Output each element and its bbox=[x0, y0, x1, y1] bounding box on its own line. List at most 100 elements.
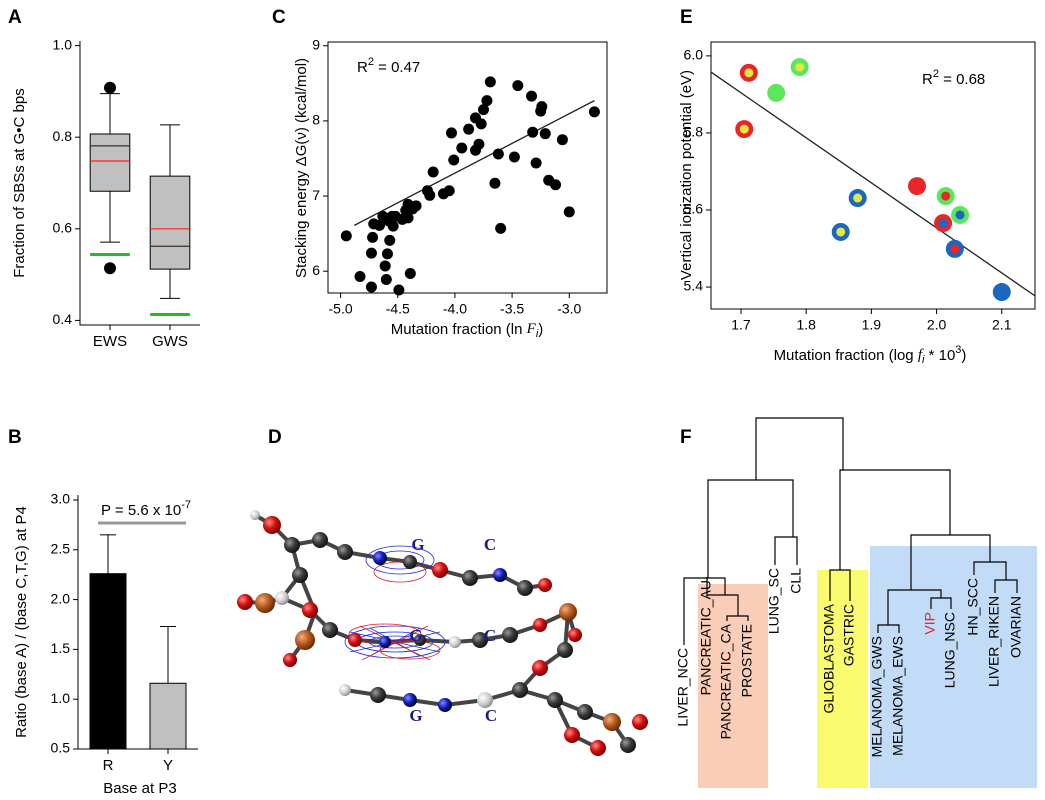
annotation-text: = 0.68 bbox=[939, 71, 985, 88]
point bbox=[526, 90, 538, 102]
point bbox=[365, 247, 377, 259]
x-tick-label: 2.1 bbox=[992, 317, 1012, 333]
point bbox=[563, 206, 575, 218]
x-label-var: F bbox=[526, 321, 537, 337]
annotation: R2 = 0.68 bbox=[922, 68, 985, 88]
point bbox=[354, 270, 366, 282]
leaf-label: PANCREATIC_AU bbox=[698, 580, 714, 695]
point bbox=[473, 138, 485, 150]
fit-line bbox=[710, 71, 1036, 297]
point-center bbox=[836, 227, 846, 237]
annotation-text: R bbox=[922, 71, 933, 88]
point-center bbox=[950, 244, 960, 254]
point-center bbox=[955, 210, 965, 220]
point-center bbox=[941, 191, 951, 201]
y-tick-label: 0.5 bbox=[51, 740, 71, 756]
y-tick-label: 1.5 bbox=[51, 640, 71, 656]
y-axis-label: Ratio (base A) / (base C,T,G) at P4 bbox=[13, 506, 30, 738]
annotation-sup: -7 bbox=[181, 499, 191, 511]
point bbox=[443, 185, 455, 197]
x-tick-label: -3.5 bbox=[500, 301, 524, 317]
x-tick-label: EWS bbox=[93, 333, 127, 350]
y-tick-label: 6 bbox=[312, 262, 320, 278]
axis-line bbox=[79, 41, 200, 326]
point bbox=[404, 267, 416, 279]
point bbox=[456, 142, 468, 154]
base-label: G bbox=[411, 535, 424, 554]
y-tick-label: 2.5 bbox=[51, 540, 71, 556]
panel-letter: F bbox=[680, 427, 692, 448]
dendrogram-branches bbox=[683, 417, 1018, 645]
leaf-label: LUNG_NSC bbox=[942, 612, 958, 688]
x-tick-label: R bbox=[103, 757, 114, 774]
leaf-label: OVARIAN bbox=[1008, 596, 1024, 658]
panel-letter: A bbox=[8, 7, 22, 28]
base-label: C bbox=[484, 535, 496, 554]
leaf-label: GLIOBLASTOMA bbox=[821, 603, 837, 713]
point bbox=[380, 273, 392, 285]
x-tick-label: -3.0 bbox=[557, 301, 581, 317]
x-label-text: ) bbox=[538, 321, 543, 338]
base-label: G bbox=[409, 626, 422, 645]
base-label: C bbox=[484, 626, 496, 645]
x-label-sup: 3 bbox=[955, 344, 961, 356]
y-tick-label: 0.4 bbox=[53, 311, 73, 327]
point bbox=[387, 220, 399, 232]
x-label-text: Mutation fraction (ln bbox=[391, 321, 527, 338]
point bbox=[340, 230, 352, 242]
point bbox=[556, 134, 568, 146]
point bbox=[448, 154, 460, 166]
base-label: C bbox=[485, 706, 497, 725]
y-axis-label: Stacking energy ΔG(ν) (kcal/mol) bbox=[293, 58, 310, 278]
leaf-label: PROSTATE bbox=[739, 624, 755, 697]
leaf-label: MELANOMA_GWS bbox=[869, 636, 885, 757]
x-tick-label: Y bbox=[163, 757, 173, 774]
leaf-label: VIP bbox=[922, 612, 938, 635]
point bbox=[365, 281, 377, 293]
point bbox=[550, 179, 562, 191]
panel-letter: C bbox=[272, 7, 286, 28]
y-tick-label: 3.0 bbox=[51, 491, 71, 507]
point bbox=[367, 231, 379, 243]
point bbox=[478, 104, 490, 116]
outlier bbox=[104, 81, 116, 94]
point bbox=[402, 212, 414, 224]
y-tick-label: 9 bbox=[312, 36, 320, 52]
plot-frame bbox=[327, 41, 608, 294]
point bbox=[393, 284, 405, 296]
point-center bbox=[853, 193, 863, 203]
x-label-var: f bbox=[918, 347, 924, 363]
cluster-box bbox=[817, 570, 868, 788]
annotation-sup: 2 bbox=[933, 68, 939, 80]
point-center bbox=[739, 124, 749, 134]
panel-letter: D bbox=[268, 427, 282, 448]
point bbox=[767, 83, 786, 102]
annotation-text: R bbox=[357, 59, 368, 76]
x-tick-label: -5.0 bbox=[329, 301, 353, 317]
bar bbox=[149, 682, 187, 750]
y-axis-label: Fraction of SBSs at G•C bps bbox=[11, 88, 28, 278]
leaf-label: CLL bbox=[788, 568, 804, 594]
panel-letter: B bbox=[8, 427, 22, 448]
x-tick-label: -4.0 bbox=[443, 301, 467, 317]
annotation: P = 5.6 x 10-7 bbox=[101, 499, 191, 519]
molecule-illustration bbox=[237, 510, 648, 756]
outlier bbox=[104, 262, 116, 275]
x-tick-label: 1.8 bbox=[796, 317, 816, 333]
point bbox=[489, 177, 501, 189]
y-tick-label: 5.4 bbox=[684, 278, 704, 294]
point bbox=[536, 101, 548, 113]
point bbox=[410, 200, 422, 212]
box bbox=[149, 175, 191, 270]
y-tick-label: 0.8 bbox=[53, 128, 73, 144]
y-tick-label: 2.0 bbox=[51, 590, 71, 606]
x-label-text: ) bbox=[961, 347, 966, 364]
point bbox=[512, 80, 524, 92]
y-tick-label: 0.6 bbox=[53, 220, 73, 236]
x-label-sub: i bbox=[536, 328, 539, 340]
y-tick-label: 7 bbox=[312, 187, 320, 203]
cluster-box bbox=[698, 584, 768, 788]
bar bbox=[89, 573, 127, 750]
point bbox=[384, 234, 396, 246]
point bbox=[463, 123, 475, 135]
